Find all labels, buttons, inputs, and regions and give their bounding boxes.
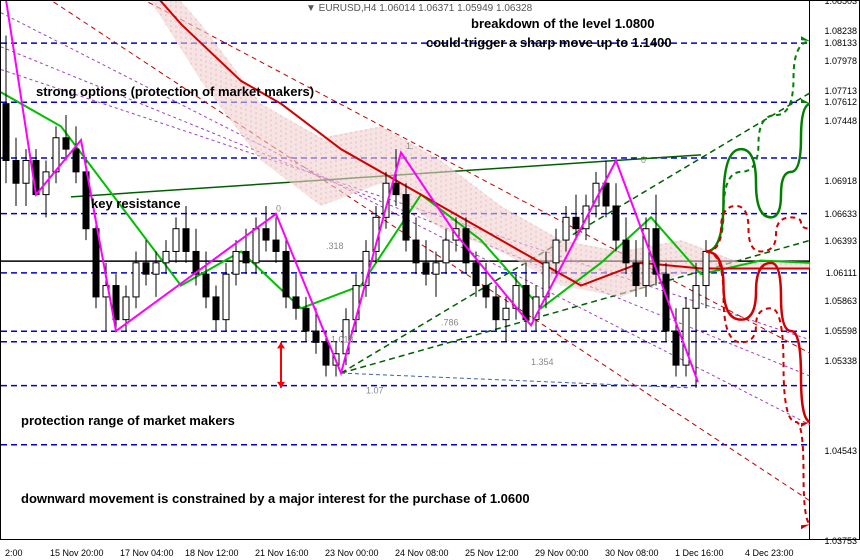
y-tick: 1.07612 <box>824 97 857 107</box>
x-tick: 15 Nov 20:00 <box>50 548 104 558</box>
y-tick: 1.08238 <box>824 26 857 36</box>
y-tick: 1.05338 <box>824 356 857 366</box>
annotation: protection range of market makers <box>21 413 235 428</box>
annotation: breakdown of the level 1.0800 <box>471 16 655 31</box>
y-tick: 1.07713 <box>824 86 857 96</box>
y-tick: 1.03753 <box>824 536 857 546</box>
x-tick: 23 Nov 00:00 <box>325 548 379 558</box>
y-tick: 1.08133 <box>824 38 857 48</box>
svg-text:1.: 1. <box>406 141 414 151</box>
chart-svg: 0 .318 .786 1.018 1.354 1.07 1. 0 <box>1 1 811 541</box>
y-tick: 1.07978 <box>824 56 857 66</box>
y-tick: 1.06918 <box>824 176 857 186</box>
y-tick: 1.06393 <box>824 236 857 246</box>
y-tick: 1.07448 <box>824 116 857 126</box>
svg-text:1.354: 1.354 <box>531 357 554 367</box>
plot-area: ▼ EURUSD,H4 1.06014 1.06371 1.05949 1.06… <box>0 0 810 540</box>
x-tick: 29 Nov 00:00 <box>535 548 589 558</box>
x-tick: 17 Nov 04:00 <box>120 548 174 558</box>
svg-text:0: 0 <box>641 155 646 165</box>
y-tick: 1.06633 <box>824 209 857 219</box>
y-tick: 1.06111 <box>826 268 857 278</box>
forex-chart: ▼ EURUSD,H4 1.06014 1.06371 1.05949 1.06… <box>0 0 860 560</box>
x-tick: 25 Nov 12:00 <box>465 548 519 558</box>
y-axis: 1.037531.045431.053381.055981.058631.061… <box>810 0 860 540</box>
x-tick: 2:00 <box>5 548 23 558</box>
annotation: could trigger a sharp move up to 1.1400 <box>426 35 672 50</box>
svg-text:1.07: 1.07 <box>366 386 384 396</box>
x-tick: 1 Dec 16:00 <box>675 548 724 558</box>
x-tick: 30 Nov 08:00 <box>605 548 659 558</box>
x-tick: 4 Dec 23:00 <box>745 548 794 558</box>
x-tick: 24 Nov 08:00 <box>395 548 449 558</box>
y-tick: 1.05598 <box>824 326 857 336</box>
y-tick: 1.08503 <box>824 0 857 6</box>
annotation: downward movement is constrained by a ma… <box>21 491 530 506</box>
y-tick: 1.04543 <box>824 446 857 456</box>
y-tick: 1.05863 <box>824 296 857 306</box>
svg-text:0: 0 <box>276 204 281 214</box>
svg-text:.318: .318 <box>326 241 344 251</box>
annotation: strong options (protection of market mak… <box>36 84 314 99</box>
x-tick: 18 Nov 12:00 <box>185 548 239 558</box>
x-tick: 21 Nov 16:00 <box>255 548 309 558</box>
svg-text:1.018: 1.018 <box>331 334 354 344</box>
svg-text:.786: .786 <box>441 317 459 327</box>
annotation: key resistance <box>91 196 181 211</box>
x-axis: 2:00 15 Nov 20:00 17 Nov 04:00 18 Nov 12:00… <box>0 540 810 560</box>
